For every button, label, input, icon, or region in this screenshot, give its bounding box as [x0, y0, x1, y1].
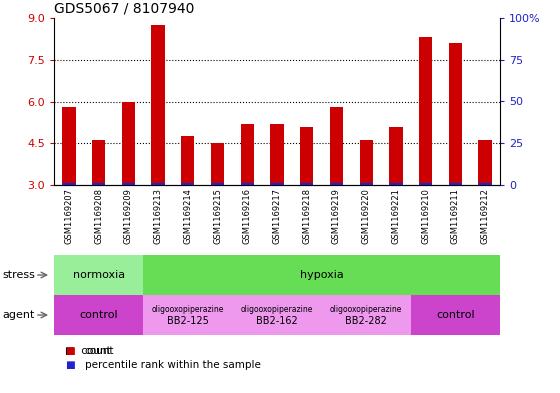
Bar: [62, 183, 76, 185]
Bar: [330, 183, 343, 185]
Text: GSM1169207: GSM1169207: [64, 189, 73, 244]
Bar: [270, 124, 284, 185]
Bar: [211, 143, 224, 185]
Bar: [419, 37, 432, 185]
Text: agent: agent: [2, 310, 34, 320]
Text: BB2-282: BB2-282: [346, 316, 387, 326]
Bar: [122, 183, 135, 185]
Text: count: count: [85, 346, 114, 356]
Bar: [419, 183, 432, 185]
Bar: [389, 183, 403, 185]
Text: GSM1169218: GSM1169218: [302, 189, 311, 244]
Bar: [389, 127, 403, 185]
Bar: [300, 127, 314, 185]
Text: GSM1169220: GSM1169220: [362, 189, 371, 244]
Text: GSM1169209: GSM1169209: [124, 189, 133, 244]
Text: GSM1169212: GSM1169212: [480, 189, 489, 244]
Bar: [92, 140, 105, 185]
Text: BB2-162: BB2-162: [256, 316, 298, 326]
Bar: [449, 183, 462, 185]
Text: percentile rank within the sample: percentile rank within the sample: [85, 360, 260, 370]
Text: ■: ■: [65, 360, 75, 370]
Text: GSM1169217: GSM1169217: [273, 189, 282, 244]
Bar: [449, 43, 462, 185]
Bar: [330, 107, 343, 185]
Text: ■: ■: [65, 346, 75, 356]
Text: GSM1169208: GSM1169208: [94, 189, 103, 244]
Text: GSM1169211: GSM1169211: [451, 189, 460, 244]
Text: GSM1169210: GSM1169210: [421, 189, 430, 244]
Text: hypoxia: hypoxia: [300, 270, 343, 280]
Text: GSM1169214: GSM1169214: [183, 189, 192, 244]
Text: BB2-125: BB2-125: [167, 316, 209, 326]
Bar: [270, 183, 284, 185]
Bar: [151, 183, 165, 185]
Bar: [478, 140, 492, 185]
Bar: [181, 183, 194, 185]
Bar: [122, 101, 135, 185]
Bar: [62, 107, 76, 185]
Text: GDS5067 / 8107940: GDS5067 / 8107940: [54, 2, 194, 16]
Text: ■  count: ■ count: [65, 346, 111, 356]
Text: GSM1169216: GSM1169216: [243, 189, 252, 244]
Text: control: control: [436, 310, 475, 320]
Bar: [92, 183, 105, 185]
Text: GSM1169219: GSM1169219: [332, 189, 341, 244]
Bar: [360, 140, 373, 185]
Text: normoxia: normoxia: [73, 270, 125, 280]
Bar: [241, 124, 254, 185]
Text: control: control: [80, 310, 118, 320]
Text: GSM1169221: GSM1169221: [391, 189, 400, 244]
Text: oligooxopiperazine: oligooxopiperazine: [152, 305, 224, 314]
Bar: [478, 183, 492, 185]
Text: stress: stress: [2, 270, 35, 280]
Bar: [151, 25, 165, 185]
Bar: [241, 183, 254, 185]
Text: GSM1169213: GSM1169213: [153, 189, 162, 244]
Text: oligooxopiperazine: oligooxopiperazine: [241, 305, 313, 314]
Bar: [211, 183, 224, 185]
Bar: [360, 183, 373, 185]
Text: GSM1169215: GSM1169215: [213, 189, 222, 244]
Text: oligooxopiperazine: oligooxopiperazine: [330, 305, 403, 314]
Bar: [181, 136, 194, 185]
Bar: [300, 183, 314, 185]
